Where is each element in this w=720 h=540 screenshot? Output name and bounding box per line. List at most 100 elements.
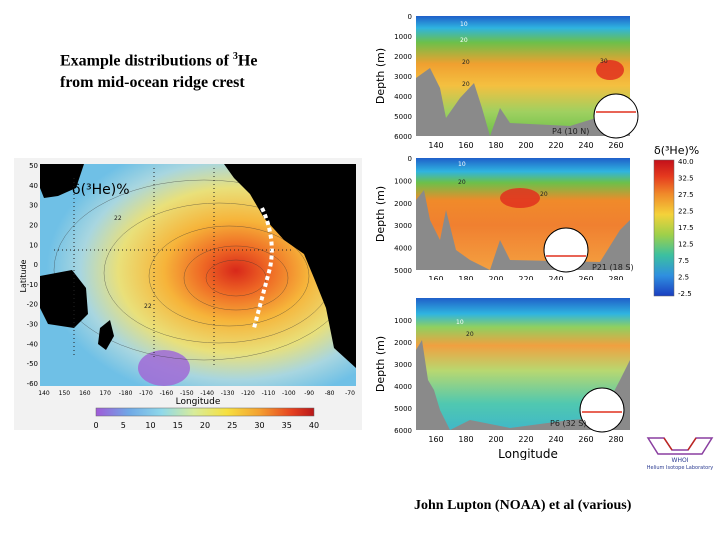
section-x-tick: 180 [488,141,503,150]
section-x-tick: 240 [578,141,593,150]
colorbar-tick: 27.5 [678,191,694,199]
contour-label: 10 [460,21,468,28]
section-locator-globe [543,227,589,273]
whoi-logo: WHOI Helium Isotope Laboratory [646,437,714,471]
section-x-tick: 160 [428,275,443,280]
contour-label: 30 [600,58,608,65]
map-y-tick: 40 [29,182,38,190]
map-y-tick: 10 [29,241,38,249]
map-x-tick: 170 [99,390,111,397]
map-y-tick: 30 [29,202,38,210]
map-y-tick: 20 [29,221,38,229]
map-colorbar-tick: 25 [227,421,237,430]
map-x-tick: 160 [79,390,91,397]
section-ylabel: Depth (m) [374,336,387,392]
slide-title: Example distributions of 3He from mid-oc… [60,46,360,94]
section-x-tick: 180 [458,275,473,280]
land-asia [40,164,84,198]
map-x-tick: -80 [325,390,335,397]
map-y-tick: -30 [27,321,38,329]
section-y-tick: 5000 [394,405,412,413]
section-bottom-west [416,68,490,136]
map-colorbar-tick: 15 [173,421,183,430]
contour-label: 20 [466,331,474,338]
section-max [596,60,624,80]
map-y-tick: -10 [27,281,38,289]
colorbar: δ(³He)% 40.0 32.5 27.5 22.5 17.5 12.5 7.5 2.5 -2… [653,144,699,298]
section-x-tick: 180 [458,435,473,444]
title-superscript: 3 [232,51,238,62]
map-x-tick: -140 [200,390,214,397]
section-x-tick: 280 [608,275,623,280]
section-x-tick: 260 [578,435,593,444]
map-x-ticks: 140 150 160 170 -180 -170 -160 -150 -140 -130 -120… [38,390,355,397]
section-bottom-east [490,220,630,270]
section-y-tick: 4000 [394,245,412,253]
section-y-tick: 6000 [394,133,412,141]
section-x-tick: 240 [548,275,563,280]
section-bottom-west [416,340,450,430]
section-x-tick: 160 [428,435,443,444]
map-x-tick: -130 [221,390,235,397]
map-x-tick: -70 [345,390,355,397]
helium-map: δ(³He)% 22 22 50403020100-10-20-30-40-50… [14,158,362,430]
section-y-tick: 0 [408,155,412,163]
section-y-tick: 1000 [394,317,412,325]
map-x-tick: -100 [282,390,296,397]
map-y-tick: -60 [27,380,38,388]
section-y-tick: 5000 [394,113,412,121]
map-x-tick: -90 [304,390,314,397]
map-y-tick: -40 [27,340,38,348]
map-x-tick: 150 [59,390,71,397]
section-ylabel: Depth (m) [374,186,387,242]
section-y-tick: 2000 [394,339,412,347]
section-bottom-east [490,108,630,136]
map-x-tick: 140 [38,390,50,397]
section-y-ticks: 0 1000 2000 3000 4000 5000 6000 [394,13,412,141]
credit-text: John Lupton (NOAA) et al (various) [414,498,632,513]
contour-label: 10 [458,161,466,168]
map-low-region [138,350,190,386]
section-locator-globe [579,387,625,433]
section-y-tick: 0 [408,13,412,21]
section-y-tick: 1000 [394,33,412,41]
map-x-tick: -160 [160,390,174,397]
section-name: P4 (10 N) [552,127,589,136]
map-y-tick: 0 [34,261,38,269]
colorbar-tick: 2.5 [678,274,689,282]
map-y-ticks: 50 40 30 20 10 0 -10 -20 -30 -40 -50 -60 [27,162,38,388]
map-xlabel: Longitude [176,397,221,407]
section-max [500,188,540,208]
map-stations [54,168,294,368]
section-p4: P4 (10 N) 10 20 20 30 20 Depth (m) 0 1000… [374,13,639,150]
contour-label: 20 [458,179,466,186]
contour-label: 20 [540,191,548,198]
land-americas [224,164,356,368]
map-ylabel: Latitude [19,259,28,292]
section-bottom-west [416,190,490,270]
map-x-tick: -110 [262,390,276,397]
map-contour-label: 22 [114,215,122,222]
section-locator-globe [593,93,639,139]
contour-label: 20 [460,37,468,44]
section-y-tick: 2000 [394,53,412,61]
section-x-tick: 160 [458,141,473,150]
map-colorbar-tick: 0 [93,421,98,430]
section-y-tick: 5000 [394,267,412,275]
colorbar-tick: 17.5 [678,224,694,232]
map-colorbar-tick: 40 [309,421,319,430]
contour-label: 20 [462,81,470,88]
land-australia [40,270,88,328]
map-colorbar-tick: 35 [282,421,292,430]
section-name: P21 (18 S) [592,263,634,272]
colorbar-tick: 32.5 [678,175,694,183]
colorbar-tick: 40.0 [678,158,694,166]
section-xlabel: Longitude [498,447,558,460]
land-new-zealand [98,320,114,350]
title-line2: from mid-ocean ridge crest [60,74,245,92]
section-x-tick: 220 [518,435,533,444]
section-x-tick: 200 [488,435,503,444]
title-line1: Example distributions of [60,52,233,70]
map-y-tick: -20 [27,301,38,309]
section-x-tick: 140 [428,141,443,150]
